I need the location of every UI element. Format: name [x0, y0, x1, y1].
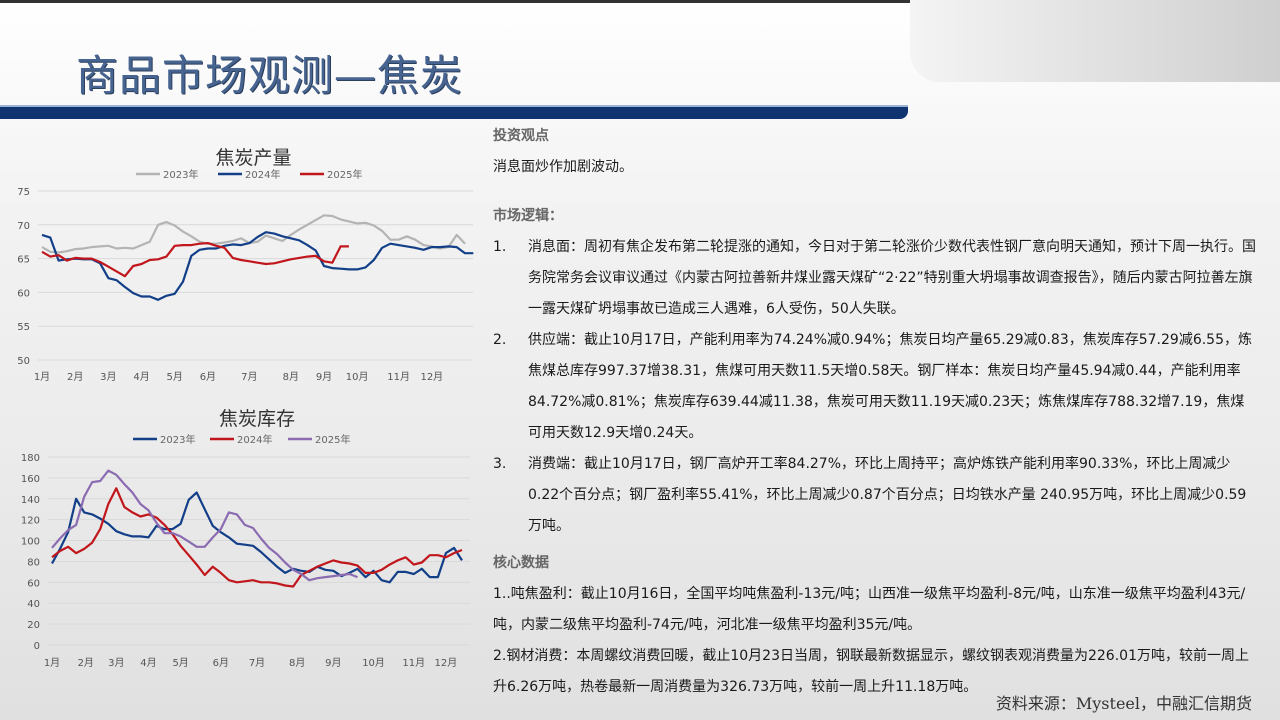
y-tick-label: 40	[27, 599, 40, 610]
legend-label: 2023年	[160, 433, 195, 446]
y-tick-label: 160	[21, 474, 40, 485]
y-tick-label: 140	[21, 495, 40, 506]
legend-label: 2023年	[163, 168, 198, 181]
series-line-2025年	[41, 241, 349, 278]
x-tick-label: 2月	[67, 371, 83, 383]
x-tick-label: 1月	[44, 657, 60, 669]
x-tick-label: 6月	[213, 657, 229, 669]
legend-label: 2025年	[327, 168, 362, 181]
y-tick-label: 60	[27, 578, 40, 589]
logic-item: 3. 消费端：截止10月17日，钢厂高炉开工率84.27%，环比上周持平；高炉炼铁…	[493, 449, 1258, 542]
series-line-2024年	[51, 487, 463, 588]
logic-item: 2. 供应端：截止10月17日，产能利用率为74.24%减0.94%；焦炭日均产量…	[493, 325, 1258, 449]
x-tick-label: 8月	[283, 371, 299, 383]
coke-production-chart: 焦炭产量 2023年 2024年 2025年 50 55 60 65 70 75 1月 2月 3月 4月 5…	[17, 147, 474, 383]
market-logic-section: 市场逻辑： 1. 消息面：周初有焦企发布第二轮提涨的通知，今日对于第二轮涨价少数代…	[493, 201, 1258, 542]
x-tick-label: 3月	[108, 657, 124, 669]
logic-item-text: 消息面：周初有焦企发布第二轮提涨的通知，今日对于第二轮涨价少数代表性钢厂意向明天…	[528, 239, 1256, 317]
series-line-2025年	[51, 469, 358, 582]
investment-view-text: 消息面炒作加剧波动。	[493, 159, 633, 175]
y-tick-label: 65	[17, 255, 30, 266]
investment-view-heading: 投资观点	[493, 128, 549, 144]
y-tick-label: 55	[17, 322, 30, 333]
investment-view-section: 投资观点 消息面炒作加剧波动。	[493, 121, 1258, 183]
logic-item-number: 3.	[493, 456, 507, 472]
x-tick-label: 12月	[435, 657, 458, 669]
header-decoration	[910, 0, 1280, 82]
legend-label: 2024年	[245, 168, 280, 181]
logic-item: 1. 消息面：周初有焦企发布第二轮提涨的通知，今日对于第二轮涨价少数代表性钢厂意向…	[493, 232, 1258, 325]
legend-label: 2024年	[237, 433, 272, 446]
x-tick-label: 12月	[420, 371, 443, 383]
logic-item-number: 1.	[493, 239, 507, 255]
y-tick-label: 0	[34, 641, 40, 652]
core-data-heading: 核心数据	[493, 555, 549, 571]
x-tick-label: 1月	[34, 371, 50, 383]
y-tick-label: 180	[21, 453, 40, 464]
series-line-2024年	[41, 231, 474, 301]
x-tick-label: 11月	[402, 657, 425, 669]
y-tick-label: 80	[27, 557, 40, 568]
x-tick-label: 2月	[78, 657, 94, 669]
legend-label: 2025年	[315, 433, 350, 446]
logic-item-number: 2.	[493, 332, 507, 348]
x-tick-label: 4月	[133, 371, 149, 383]
x-tick-label: 8月	[289, 657, 305, 669]
core-data-section: 核心数据 1..吨焦盈利：截止10月16日，全国平均吨焦盈利-13元/吨；山西准…	[493, 548, 1258, 703]
x-tick-label: 6月	[200, 371, 216, 383]
source-note: 资料来源：Mysteel，中融汇信期货	[995, 694, 1252, 713]
x-tick-label: 9月	[325, 657, 341, 669]
y-tick-label: 60	[17, 288, 30, 299]
coke-inventory-chart: 焦炭库存 2023年 2024年 2025年 0 20 40 60 80 100 120 140 160…	[21, 408, 470, 669]
y-tick-label: 50	[17, 356, 30, 367]
header-band	[0, 105, 908, 119]
core-data-item: 2.钢材消费：本周螺纹消费回暖，截止10月23日当周，钢联最新数据显示，螺纹钢表…	[493, 648, 1249, 695]
top-border	[0, 0, 1280, 3]
x-tick-label: 5月	[172, 657, 188, 669]
market-logic-heading: 市场逻辑：	[493, 208, 563, 224]
y-tick-label: 100	[21, 537, 40, 548]
x-tick-label: 9月	[316, 371, 332, 383]
x-tick-label: 10月	[362, 657, 385, 669]
core-data-item: 1..吨焦盈利：截止10月16日，全国平均吨焦盈利-13元/吨；山西准一级焦平均…	[493, 586, 1246, 633]
logic-item-text: 供应端：截止10月17日，产能利用率为74.24%减0.94%；焦炭日均产量65…	[528, 332, 1252, 441]
x-tick-label: 4月	[140, 657, 156, 669]
chart-title: 焦炭库存	[219, 408, 295, 430]
x-tick-label: 3月	[100, 371, 116, 383]
page-title: 商品市场观测—焦炭	[76, 51, 464, 100]
x-tick-label: 5月	[167, 371, 183, 383]
x-tick-label: 7月	[241, 371, 257, 383]
series-line-2023年	[51, 491, 463, 584]
x-tick-label: 7月	[249, 657, 265, 669]
series-line-2023年	[41, 214, 466, 254]
y-tick-label: 70	[17, 221, 30, 232]
x-tick-label: 11月	[387, 371, 410, 383]
y-tick-label: 120	[21, 516, 40, 527]
y-tick-label: 75	[17, 187, 30, 198]
y-tick-label: 20	[27, 620, 40, 631]
logic-item-text: 消费端：截止10月17日，钢厂高炉开工率84.27%，环比上周持平；高炉炼铁产能…	[528, 456, 1247, 534]
chart-title: 焦炭产量	[215, 147, 291, 169]
x-tick-label: 10月	[346, 371, 369, 383]
